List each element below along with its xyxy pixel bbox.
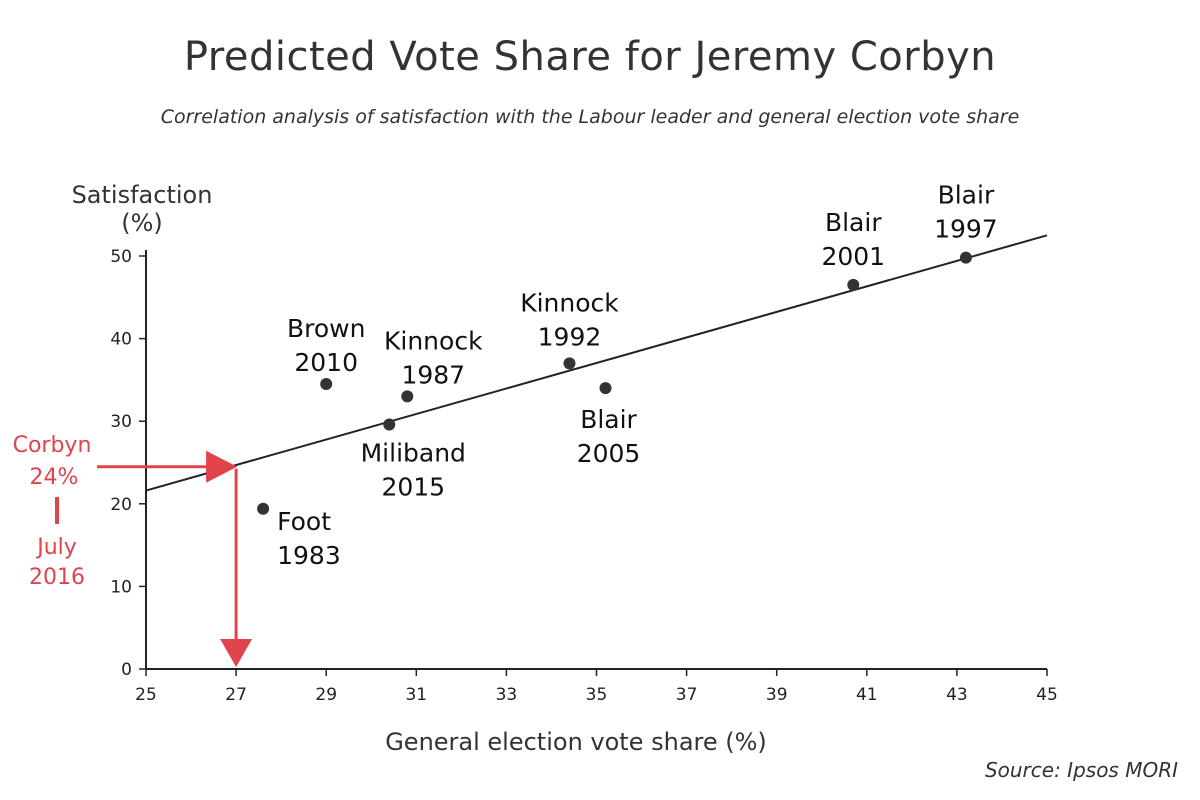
point-label-year: 2001 — [821, 242, 885, 271]
point-label-name: Kinnock — [520, 288, 619, 317]
point-label-year: 2005 — [577, 439, 641, 468]
corbyn-vertical-arrowhead — [220, 639, 253, 667]
y-tick-label: 10 — [110, 577, 132, 597]
data-point — [257, 502, 270, 515]
y-axis-title-line1: Satisfaction — [72, 181, 213, 209]
x-tick-label: 37 — [676, 685, 698, 705]
x-axis-title: General election vote share (%) — [385, 728, 767, 756]
y-tick-label: 40 — [110, 330, 132, 350]
data-points — [257, 251, 972, 515]
y-tick-label: 50 — [110, 247, 132, 267]
corbyn-annotation: Corbyn 24% July 2016 — [13, 433, 253, 667]
point-label-year: 2015 — [381, 473, 445, 502]
trendline-group — [145, 234, 1048, 492]
point-label-name: Blair — [825, 208, 882, 237]
data-point — [383, 418, 396, 431]
point-label-year: 2010 — [294, 348, 358, 377]
x-tick-label: 29 — [315, 685, 337, 705]
y-tick-label: 20 — [110, 495, 132, 515]
source-note: Source: Ipsos MORI — [984, 758, 1178, 782]
corbyn-year: 2016 — [29, 565, 85, 590]
data-point — [320, 378, 333, 391]
x-tick-label: 45 — [1036, 685, 1058, 705]
axis-titles: Satisfaction(%) General election vote sha… — [72, 181, 767, 756]
x-tick-label: 31 — [405, 685, 427, 705]
trendline — [145, 234, 1048, 492]
x-tick-label: 41 — [856, 685, 878, 705]
data-point — [959, 251, 972, 264]
x-tick-label: 35 — [586, 685, 608, 705]
chart-title: Predicted Vote Share for Jeremy Corbyn — [183, 34, 997, 80]
x-tick-label: 25 — [135, 685, 157, 705]
data-point — [563, 357, 576, 370]
axes: 25 27 29 31 33 35 37 39 41 43 45 0 10 20 30 40 50 — [110, 247, 1057, 705]
point-labels: Blair 1997 Blair 2001 Kinnock 1992 Blair 2005 Br… — [277, 181, 998, 570]
point-label-name: Foot — [277, 507, 331, 536]
y-axis-title-line2: (%) — [121, 209, 163, 237]
corbyn-satisfaction: 24% — [30, 465, 79, 490]
data-point — [847, 278, 860, 291]
corbyn-name: Corbyn — [13, 433, 92, 458]
x-tick-label: 27 — [225, 685, 247, 705]
y-tick-label: 0 — [121, 660, 132, 680]
corbyn-month: July — [35, 535, 77, 560]
point-label-name: Kinnock — [384, 326, 483, 355]
point-label-year: 1997 — [934, 215, 998, 244]
point-label-year: 1992 — [538, 322, 602, 351]
point-label-name: Blair — [580, 405, 637, 434]
x-tick-label: 39 — [766, 685, 788, 705]
point-label-name: Brown — [287, 314, 365, 343]
point-label-name: Miliband — [361, 439, 466, 468]
point-label-year: 1983 — [277, 541, 341, 570]
chart-subtitle: Correlation analysis of satisfaction wit… — [160, 106, 1020, 128]
corbyn-horizontal-arrowhead — [206, 450, 238, 483]
point-label-year: 1987 — [401, 360, 465, 389]
data-point — [401, 390, 414, 403]
y-tick-label: 30 — [110, 412, 132, 432]
point-label-name: Blair — [938, 181, 995, 210]
data-point — [599, 382, 612, 395]
x-tick-label: 43 — [946, 685, 968, 705]
x-tick-label: 33 — [496, 685, 518, 705]
